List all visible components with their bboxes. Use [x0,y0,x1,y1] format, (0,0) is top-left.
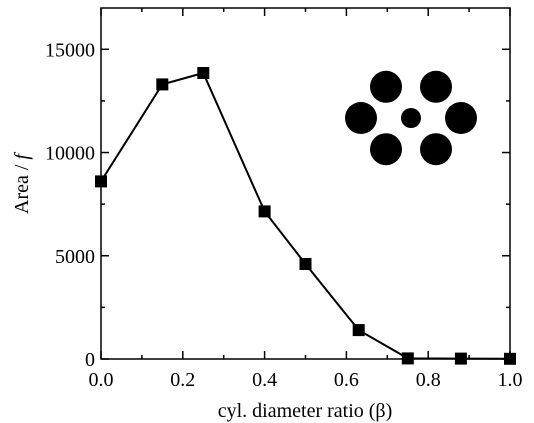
x-axis-label: cyl. diameter ratio (β) [218,400,393,422]
y-tick-label: 0 [85,349,95,371]
inset-outer-disc [420,133,452,166]
x-axis-ticks: 0.0 0.2 0.4 0.6 0.8 1.0 [89,8,523,391]
x-tick-label: 0.6 [334,369,359,391]
inset-outer-disc [370,133,402,166]
inset-center-disc [401,108,421,128]
y-axis-ticks: 0 5000 10000 15000 [45,39,510,371]
inset-hexagonal-disc-diagram [345,70,477,166]
data-point-marker [299,258,312,270]
data-point-marker [401,352,414,365]
x-tick-label: 1.0 [498,369,523,391]
data-point-marker [197,67,210,79]
inset-outer-disc [420,70,452,103]
data-point-marker [95,175,107,188]
data-point-marker [258,205,271,218]
data-point-marker [352,324,365,337]
plot-frame [100,7,511,360]
inset-outer-disc [345,102,377,134]
y-axis-label-unit: f [11,152,33,160]
inset-outer-disc [370,70,402,103]
series-markers [95,67,516,365]
y-axis-label: Area / f [11,152,33,214]
data-point-marker [504,352,516,365]
x-tick-label: 0.2 [170,369,195,391]
x-tick-label: 0.8 [416,369,441,391]
data-point-marker [454,352,467,365]
inset-outer-disc [445,102,477,134]
x-tick-label: 0.4 [252,369,277,391]
y-tick-label: 10000 [45,143,95,165]
y-axis-label-text: Area / [11,160,33,214]
y-tick-label: 15000 [45,39,95,61]
y-tick-label: 5000 [55,246,95,268]
data-point-marker [156,78,169,91]
x-tick-label: 0.0 [89,369,114,391]
